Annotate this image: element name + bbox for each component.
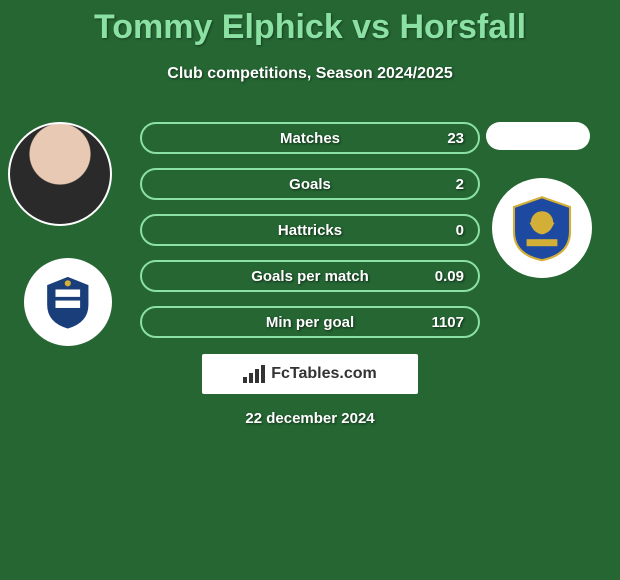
- crest-left-icon: [37, 271, 99, 333]
- stat-row: Goals per match 0.09: [140, 260, 480, 292]
- stat-right-value: 0: [456, 222, 464, 239]
- club-right-crest: [492, 178, 592, 278]
- stat-right-value: 1107: [431, 314, 464, 331]
- stat-row: Hattricks 0: [140, 214, 480, 246]
- brand-badge: FcTables.com: [202, 354, 418, 394]
- club-left-crest: [24, 258, 112, 346]
- player2-avatar: [486, 122, 590, 150]
- stat-right-value: 2: [456, 176, 464, 193]
- stat-right-value: 23: [447, 130, 464, 147]
- stat-label: Goals per match: [251, 268, 369, 285]
- crest-right-icon: [507, 193, 577, 263]
- bars-icon: [243, 365, 265, 383]
- stat-right-value: 0.09: [435, 268, 464, 285]
- page-title: Tommy Elphick vs Horsfall: [0, 0, 620, 47]
- stat-label: Matches: [280, 130, 340, 147]
- stat-label: Hattricks: [278, 222, 342, 239]
- player1-avatar: [8, 122, 112, 226]
- stat-label: Min per goal: [266, 314, 354, 331]
- stat-row: Matches 23: [140, 122, 480, 154]
- stat-label: Goals: [289, 176, 331, 193]
- stats-panel: Matches 23 Goals 2 Hattricks 0 Goals per…: [140, 122, 480, 352]
- stat-row: Goals 2: [140, 168, 480, 200]
- footer-date: 22 december 2024: [245, 410, 374, 427]
- stat-row: Min per goal 1107: [140, 306, 480, 338]
- brand-text: FcTables.com: [271, 365, 377, 383]
- page-subtitle: Club competitions, Season 2024/2025: [0, 65, 620, 83]
